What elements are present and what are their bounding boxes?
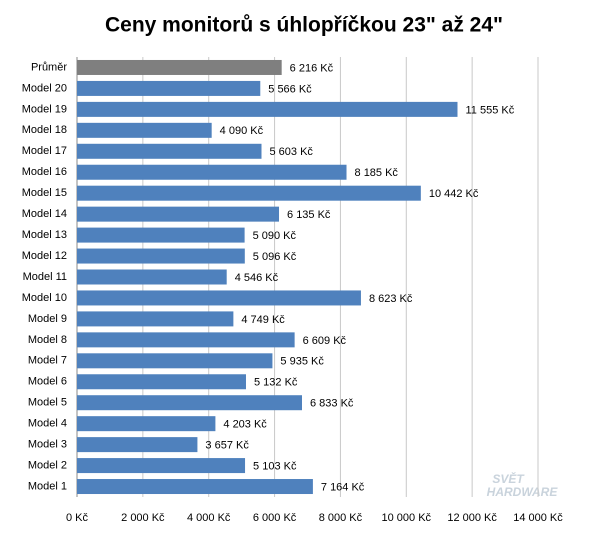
y-tick-label: Model 13 bbox=[22, 229, 67, 241]
data-label: 6 135 Kč bbox=[287, 209, 331, 221]
x-tick-label: 6 000 Kč bbox=[253, 512, 297, 524]
y-tick-label: Průměr bbox=[31, 61, 67, 73]
bar bbox=[77, 164, 347, 180]
watermark: HARDWARE bbox=[487, 485, 559, 499]
data-label: 3 657 Kč bbox=[205, 440, 249, 452]
y-tick-label: Model 6 bbox=[28, 376, 67, 388]
data-label: 11 555 Kč bbox=[465, 104, 514, 116]
bar bbox=[77, 395, 303, 411]
chart-title: Ceny monitorů s úhlopříčkou 23" až 24" bbox=[105, 14, 503, 37]
x-tick-label: 8 000 Kč bbox=[319, 512, 363, 524]
x-tick-label: 0 Kč bbox=[66, 512, 89, 524]
y-tick-label: Model 2 bbox=[28, 459, 67, 471]
bar bbox=[77, 458, 246, 474]
bar bbox=[77, 185, 421, 201]
bar bbox=[77, 227, 245, 243]
x-tick-label: 10 000 Kč bbox=[382, 512, 432, 524]
y-tick-label: Model 4 bbox=[28, 418, 67, 430]
bar bbox=[77, 80, 261, 96]
data-label: 8 623 Kč bbox=[369, 293, 413, 305]
x-tick-label: 12 000 Kč bbox=[447, 512, 497, 524]
bar bbox=[77, 311, 234, 327]
y-tick-label: Model 15 bbox=[22, 187, 67, 199]
data-label: 4 203 Kč bbox=[223, 419, 267, 431]
bar bbox=[77, 353, 273, 369]
data-label: 5 096 Kč bbox=[253, 251, 297, 263]
y-tick-label: Model 18 bbox=[22, 124, 67, 136]
data-label: 5 090 Kč bbox=[253, 230, 297, 242]
y-tick-label: Model 12 bbox=[22, 250, 67, 262]
data-label: 5 566 Kč bbox=[268, 83, 312, 95]
y-tick-label: Model 11 bbox=[23, 271, 67, 283]
y-tick-label: Model 3 bbox=[28, 439, 67, 451]
bar bbox=[77, 206, 280, 222]
data-label: 10 442 Kč bbox=[429, 188, 479, 200]
data-label: 5 935 Kč bbox=[280, 356, 324, 368]
data-label: 5 103 Kč bbox=[253, 460, 297, 472]
data-label: 5 603 Kč bbox=[269, 146, 313, 158]
data-label: 4 090 Kč bbox=[220, 125, 264, 137]
y-tick-label: Model 1 bbox=[28, 480, 67, 492]
data-label: 4 546 Kč bbox=[235, 272, 279, 284]
y-tick-label: Model 14 bbox=[22, 208, 67, 220]
bar bbox=[77, 143, 262, 159]
y-tick-label: Model 16 bbox=[22, 166, 67, 178]
bar bbox=[77, 416, 216, 432]
x-tick-label: 4 000 Kč bbox=[187, 512, 231, 524]
data-label: 6 833 Kč bbox=[310, 398, 354, 410]
bar bbox=[77, 101, 458, 117]
data-label: 6 216 Kč bbox=[290, 62, 334, 74]
y-tick-label: Model 9 bbox=[28, 313, 67, 325]
y-tick-label: Model 5 bbox=[28, 397, 67, 409]
y-tick-label: Model 10 bbox=[22, 292, 67, 304]
data-label: 4 749 Kč bbox=[241, 314, 285, 326]
y-tick-label: Model 17 bbox=[22, 145, 67, 157]
data-label: 7 164 Kč bbox=[321, 481, 365, 493]
x-tick-label: 14 000 Kč bbox=[513, 512, 563, 524]
bar bbox=[77, 479, 313, 495]
bar bbox=[77, 437, 198, 453]
bar bbox=[77, 290, 361, 306]
bar bbox=[77, 269, 227, 285]
watermark: SVĚT bbox=[492, 471, 525, 486]
data-label: 5 132 Kč bbox=[254, 377, 298, 389]
y-tick-label: Model 7 bbox=[28, 355, 67, 367]
data-label: 8 185 Kč bbox=[355, 167, 399, 179]
bar bbox=[77, 332, 295, 348]
x-tick-label: 2 000 Kč bbox=[121, 512, 165, 524]
y-tick-label: Model 8 bbox=[28, 334, 67, 346]
y-tick-label: Model 20 bbox=[22, 82, 67, 94]
bar bbox=[77, 374, 246, 390]
bar bbox=[77, 59, 282, 75]
data-label: 6 609 Kč bbox=[303, 335, 347, 347]
bar bbox=[77, 122, 212, 138]
y-tick-label: Model 19 bbox=[22, 103, 67, 115]
bar bbox=[77, 248, 245, 264]
